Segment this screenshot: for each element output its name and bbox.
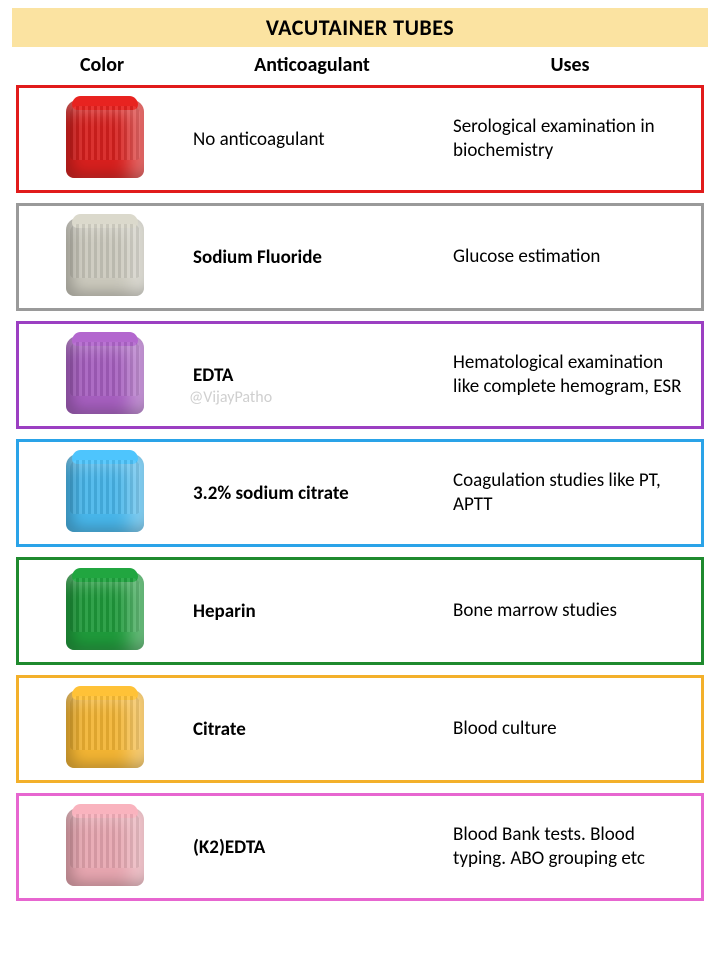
uses-text: Hematological examination like complete … xyxy=(445,351,695,399)
uses-text: Glucose estimation xyxy=(445,245,695,269)
uses-text: Bone marrow studies xyxy=(445,599,695,623)
tube-cap-icon xyxy=(66,690,144,768)
title-text: VACUTAINER TUBES xyxy=(266,14,454,41)
tube-row: Sodium FluorideGlucose estimation xyxy=(16,203,704,311)
anticoagulant-text: Heparin xyxy=(185,600,445,623)
header-uses: Uses xyxy=(442,53,698,77)
tube-cap-icon xyxy=(66,218,144,296)
anticoagulant-text: Sodium Fluoride xyxy=(185,246,445,269)
tube-cap-cell xyxy=(25,96,185,182)
tube-row: 3.2% sodium citrateCoagulation studies l… xyxy=(16,439,704,547)
tube-cap-cell xyxy=(25,214,185,300)
tube-cap-icon xyxy=(66,454,144,532)
tube-cap-icon xyxy=(66,808,144,886)
tube-row: (K2)EDTABlood Bank tests. Blood typing. … xyxy=(16,793,704,901)
tube-cap-cell xyxy=(25,332,185,418)
tube-row: CitrateBlood culture xyxy=(16,675,704,783)
tube-cap-icon xyxy=(66,100,144,178)
page-title: VACUTAINER TUBES xyxy=(12,8,708,47)
anticoagulant-text: (K2)EDTA xyxy=(185,836,445,859)
header-anticoagulant: Anticoagulant xyxy=(182,53,442,77)
tube-row: No anticoagulantSerological examination … xyxy=(16,85,704,193)
uses-text: Coagulation studies like PT, APTT xyxy=(445,469,695,517)
anticoagulant-text: EDTA xyxy=(185,364,445,387)
uses-text: Blood Bank tests. Blood typing. ABO grou… xyxy=(445,823,695,871)
tube-row: HeparinBone marrow studies xyxy=(16,557,704,665)
tube-cap-cell xyxy=(25,686,185,772)
tubes-table: No anticoagulantSerological examination … xyxy=(12,85,708,901)
anticoagulant-text: 3.2% sodium citrate xyxy=(185,482,445,505)
uses-text: Blood culture xyxy=(445,717,695,741)
tube-cap-icon xyxy=(66,336,144,414)
tube-row: EDTAHematological examination like compl… xyxy=(16,321,704,429)
column-headers: Color Anticoagulant Uses xyxy=(12,47,708,85)
anticoagulant-text: No anticoagulant xyxy=(185,128,445,151)
tube-cap-cell xyxy=(25,450,185,536)
header-color: Color xyxy=(22,53,182,77)
anticoagulant-text: Citrate xyxy=(185,718,445,741)
watermark-text: @VijayPatho xyxy=(189,388,272,407)
tube-cap-cell xyxy=(25,568,185,654)
uses-text: Serological examination in biochemistry xyxy=(445,115,695,163)
tube-cap-icon xyxy=(66,572,144,650)
tube-cap-cell xyxy=(25,804,185,890)
